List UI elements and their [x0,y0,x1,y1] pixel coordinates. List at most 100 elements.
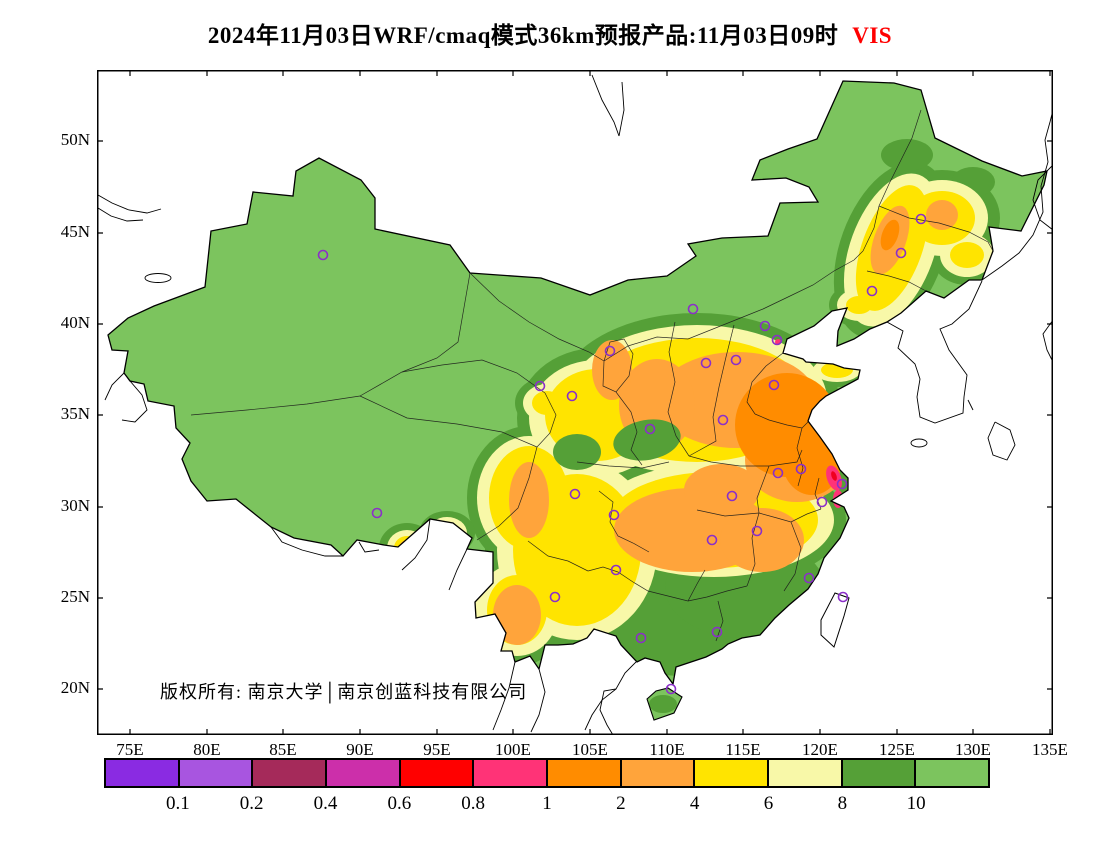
lake-balkhash-south-shore [97,207,144,222]
colorbar-cell [548,760,622,786]
station-marker [635,632,647,644]
neighbor-coastlines [97,74,1054,736]
colorbar-cell [327,760,401,786]
station-marker [711,626,723,638]
station-marker [771,334,783,346]
station-marker [687,303,699,315]
map-frame [97,70,1054,736]
colorbar-cell [179,760,254,786]
station-marker [534,380,546,392]
mekong-border [530,668,546,733]
station-marker [837,591,849,603]
korea-coastline [886,280,983,424]
station-marker [730,354,742,366]
station-marker [895,247,907,259]
lake-issykkul [144,273,172,283]
map-border-frame [97,70,1053,735]
lon-label: 90E [346,740,374,759]
colorbar-label: 8 [837,793,848,814]
station-marker [803,572,815,584]
lon-label: 125E [879,740,915,759]
station-marker [706,534,718,546]
title-variable-label: VIS [852,23,893,48]
copyright-text: 版权所有: 南京大学│南京创蓝科技有限公司 [160,682,528,702]
lat-label: 30N [60,496,90,515]
station-marker [566,390,578,402]
lon-label: 130E [955,740,991,759]
lat-label: 45N [60,222,90,241]
colorbar-label: 1 [542,793,552,814]
station-marker [644,423,656,435]
page-title: 2024年11月03日WRF/cmaq模式36km预报产品:11月03日09时 V… [0,16,1100,50]
jeju-island [910,438,928,448]
lat-label: 20N [60,678,90,697]
station-marker [866,285,878,297]
colorbar-label: 0.2 [239,793,264,814]
colorbar-label: 0.1 [165,793,190,814]
colorbar-cell [842,760,917,786]
station-marker [759,320,771,332]
station-marker [610,564,622,576]
tsushima-island [967,399,974,411]
lat-label: 40N [60,313,90,332]
bhutan-border [358,541,380,553]
lon-label: 135E [1032,740,1068,759]
colorbar-cell [253,760,328,786]
station-marker [726,490,738,502]
colorbar-cell [621,760,696,786]
station-marker [549,591,561,603]
axis-ticks [97,70,1053,735]
station-marker [317,249,329,261]
lon-label: 95E [423,740,451,759]
colorbar-label: 0.6 [387,793,412,814]
colorbar-label: 4 [689,793,700,814]
colorbar-cell [916,760,989,786]
colorbar-labels: 0.1 0.2 0.4 0.6 0.8 1 2 4 6 8 10 [104,793,990,817]
province-borders [190,109,994,642]
russia-coastline [981,109,1054,281]
lon-label: 110E [649,740,685,759]
station-marker [751,525,763,537]
colorbar-cell [769,760,843,786]
lon-label: 100E [495,740,531,759]
colorbar-label: 10 [906,793,926,814]
vietnam-coastline [599,661,637,736]
visibility-fill-layers [108,81,1047,720]
colorbar-cell [474,760,549,786]
myanmar-north-border [448,548,468,591]
station-marker [836,478,848,490]
colorbar-cell [400,760,475,786]
honshu-edge [1042,319,1054,363]
station-marker [768,379,780,391]
station-marker [569,488,581,500]
lat-label: 35N [60,404,90,423]
lake-baikal-east-shore [618,81,625,137]
nepal-border [270,526,343,557]
china-map-svg [97,70,1054,736]
colorbar-label: 2 [616,793,626,814]
station-marker [915,213,927,225]
lon-label: 105E [572,740,608,759]
station-marker [604,345,616,357]
lon-label: 115E [725,740,761,759]
colorbar-label: 0.8 [461,793,486,814]
lon-label: 120E [802,740,838,759]
lake-balkhash-north-shore [97,194,162,214]
station-marker [717,414,729,426]
tatar-strait-coast [1032,164,1054,231]
lat-label: 25N [60,587,90,606]
myanmar-border [492,661,516,731]
station-marker [772,467,784,479]
lon-label: 75E [116,740,144,759]
title-text: 2024年11月03日WRF/cmaq模式36km预报产品:11月03日09时 [207,23,839,48]
india-myanmar-border [401,518,431,571]
colorbar-cells [106,760,989,786]
station-marker [816,496,828,508]
colorbar-label: 0.4 [313,793,338,814]
lon-label: 80E [193,740,221,759]
lake-baikal-west-shore [591,74,620,137]
kyushu-island [987,421,1016,461]
station-marker [665,683,677,695]
laos-border [584,688,617,731]
